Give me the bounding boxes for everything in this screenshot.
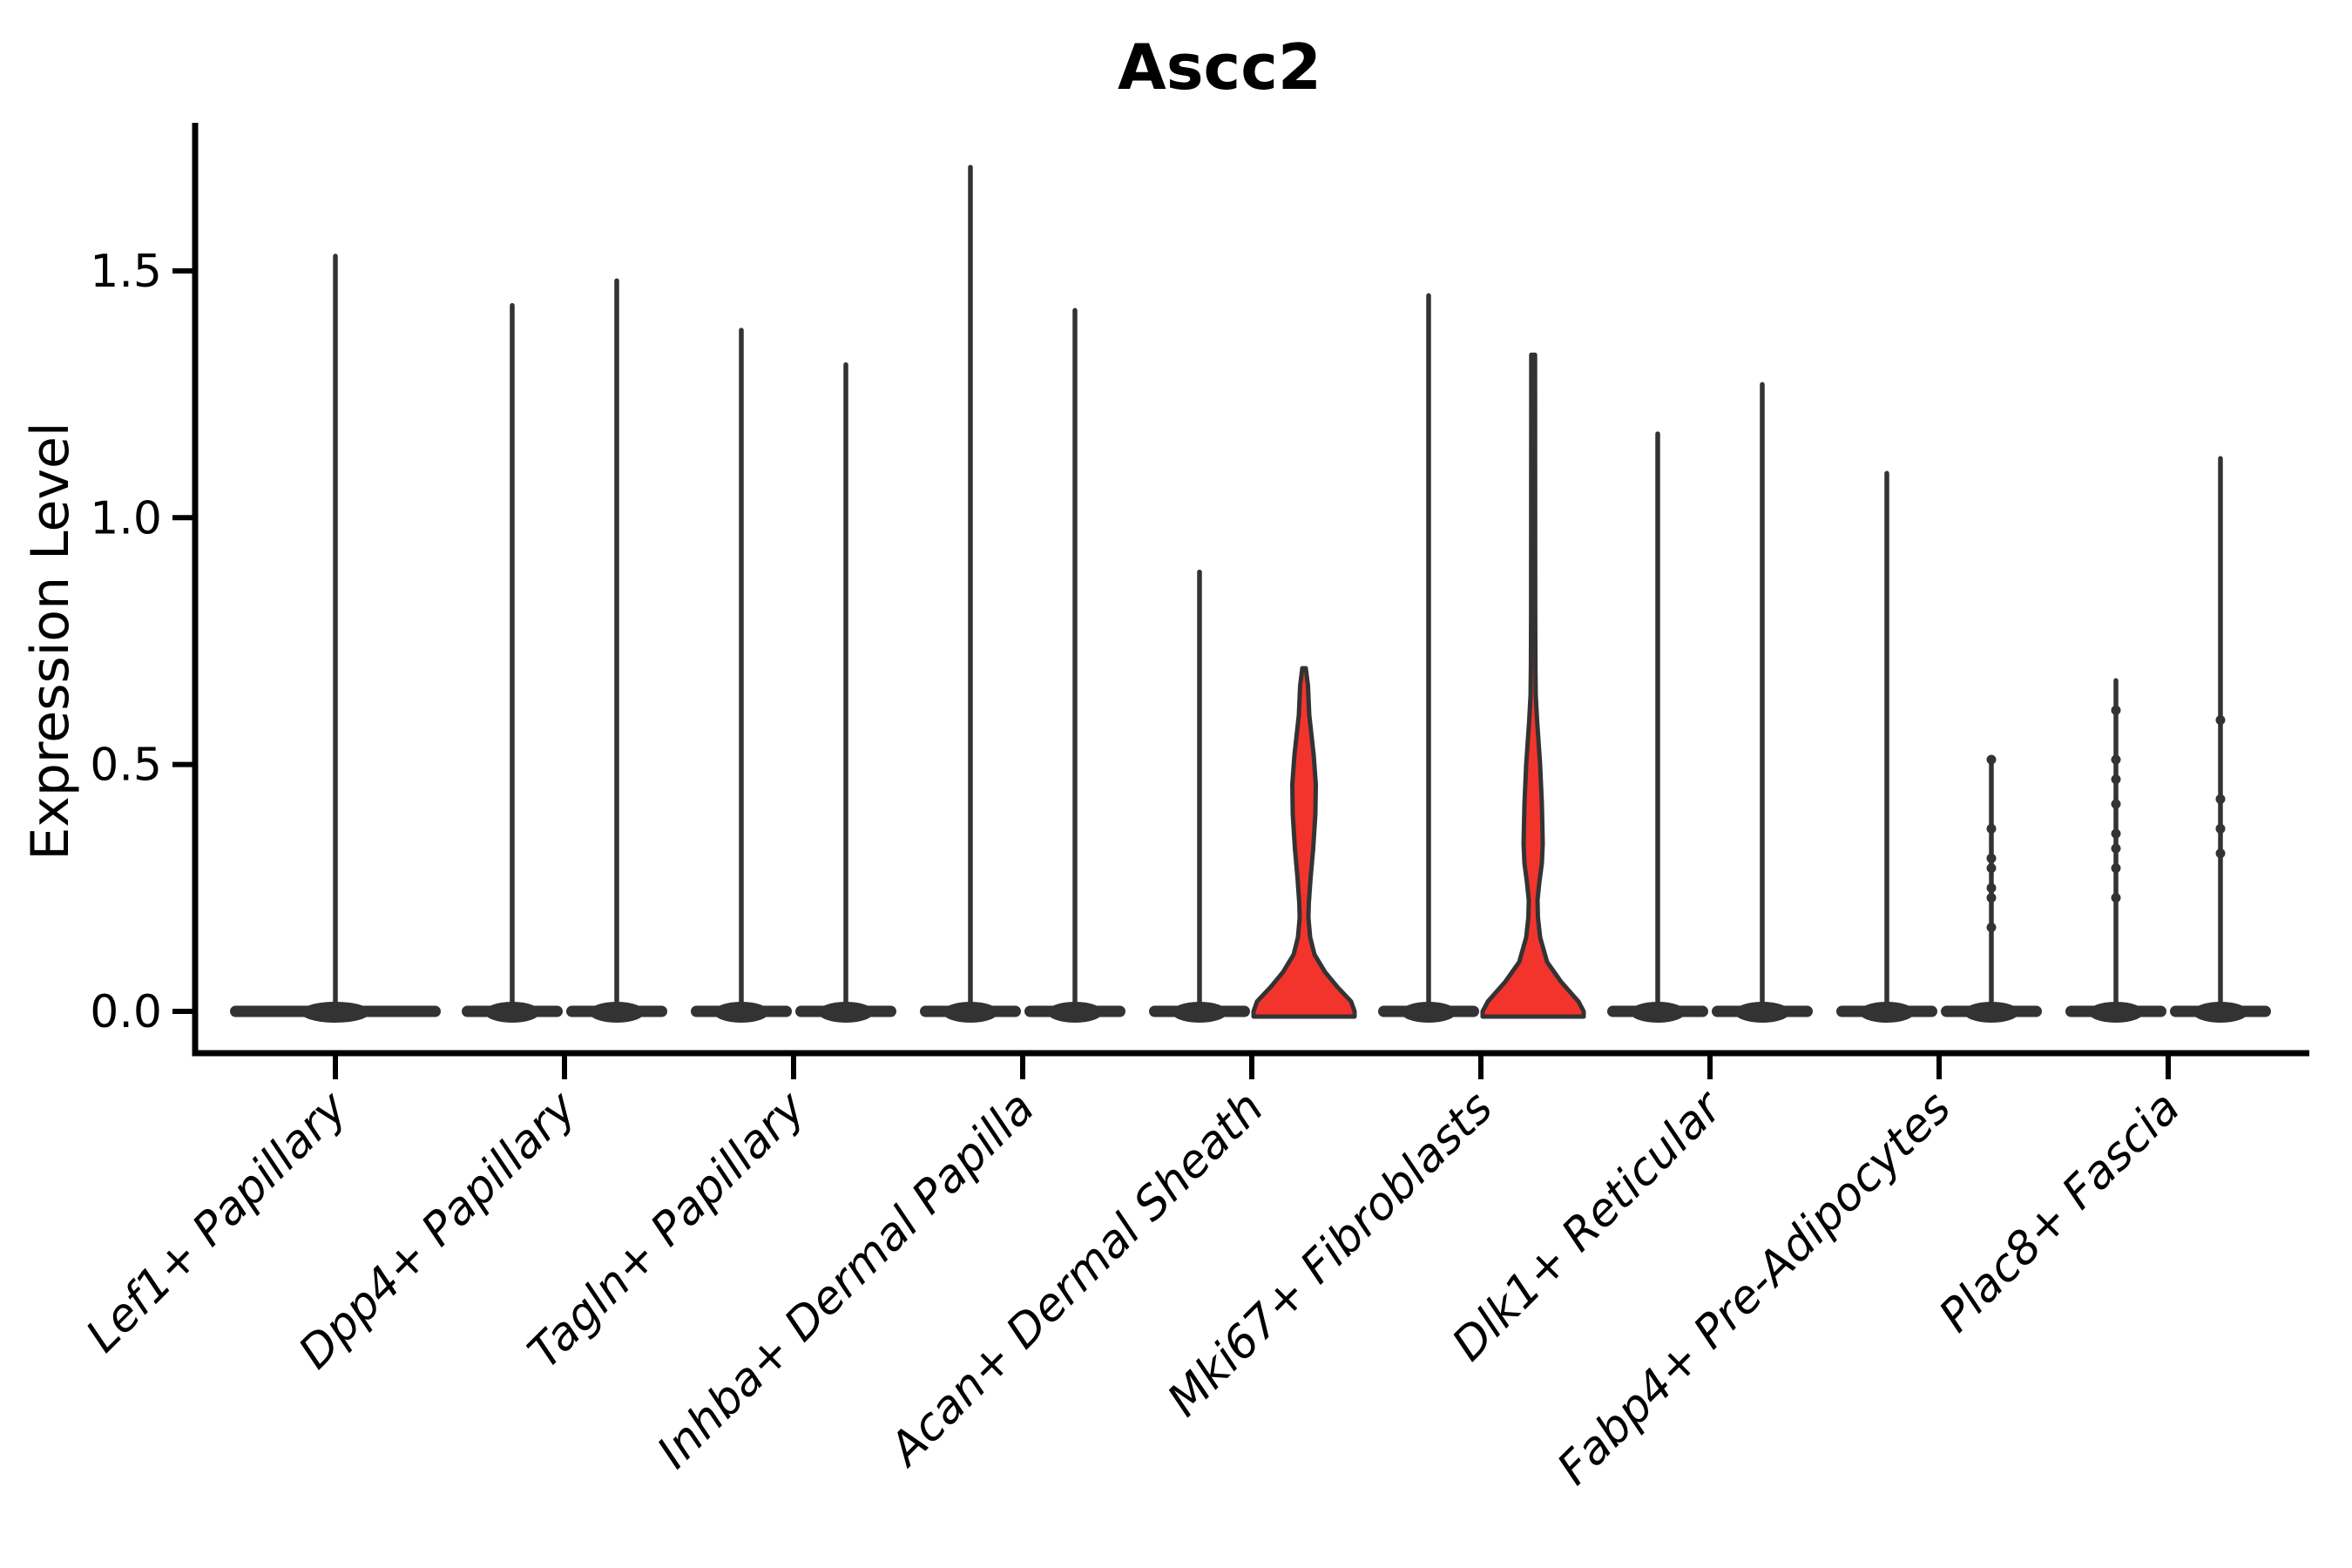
violins-layer — [230, 165, 2271, 1023]
violin-lef1-papillary-center — [230, 253, 441, 1023]
x-tick-label: Fabp4+ Pre-Adipocytes — [1548, 1082, 1962, 1496]
violin-fabp4-pre-adipocytes-right — [1941, 754, 2042, 1023]
violin-mki67-fibroblasts-left — [1378, 293, 1479, 1023]
violin-dlk1-reticular-right — [1712, 382, 1813, 1023]
violin-tagln-papillary-left — [691, 328, 792, 1023]
jitter-dot — [2111, 705, 2121, 715]
y-tick-label: 0.5 — [90, 740, 162, 792]
jitter-dot — [1986, 893, 1997, 903]
violin-dpp4-papillary-left — [462, 302, 563, 1023]
violin-body-highlighted — [1480, 352, 1586, 1019]
jitter-dot — [1986, 923, 1997, 933]
jitter-dot — [2111, 799, 2121, 809]
violin-fabp4-pre-adipocytes-left — [1836, 470, 1937, 1023]
x-tick-label: Plac8+ Fascia — [1930, 1082, 2190, 1342]
violin-mki67-fibroblasts-right — [1480, 352, 1586, 1019]
y-tick-label: 1.5 — [90, 246, 162, 298]
jitter-dot — [2215, 794, 2226, 804]
jitter-dot — [2111, 774, 2121, 785]
jitter-dot — [1986, 853, 1997, 863]
jitter-dot — [2215, 848, 2226, 859]
violin-inhba-dermal-papilla-right — [1024, 308, 1125, 1023]
chart-title: Ascc2 — [1118, 30, 1321, 104]
jitter-dot — [2111, 893, 2121, 903]
violin-dpp4-papillary-right — [566, 278, 667, 1023]
violin-body-highlighted — [1251, 666, 1357, 1019]
violin-dlk1-reticular-left — [1607, 431, 1708, 1023]
jitter-dot — [2111, 754, 2121, 765]
jitter-dot — [1986, 823, 1997, 834]
violin-plac8-fascia-right — [2170, 456, 2271, 1023]
y-tick-label: 0.0 — [90, 986, 162, 1038]
jitter-dot — [2215, 823, 2226, 834]
y-tick-label: 1.0 — [90, 492, 162, 544]
x-tick-label: Inhba+ Dermal Papilla — [647, 1082, 1044, 1479]
jitter-dot — [2111, 843, 2121, 854]
jitter-dot — [1986, 882, 1997, 893]
jitter-dot — [2215, 715, 2226, 726]
y-axis-title: Expression Level — [20, 422, 81, 860]
x-tick-label: Acan+ Dermal Sheath — [878, 1082, 1274, 1477]
axes-layer — [172, 123, 2309, 1079]
violin-inhba-dermal-papilla-left — [920, 165, 1021, 1023]
violin-plac8-fascia-left — [2065, 678, 2166, 1023]
violin-tagln-papillary-right — [795, 362, 896, 1023]
jitter-dot — [1986, 754, 1997, 765]
violin-acan-dermal-sheath-right — [1251, 666, 1357, 1019]
violin-acan-dermal-sheath-left — [1149, 569, 1250, 1023]
jitter-dot — [2111, 828, 2121, 839]
jitter-dot — [2111, 863, 2121, 874]
jitter-dot — [1986, 863, 1997, 874]
